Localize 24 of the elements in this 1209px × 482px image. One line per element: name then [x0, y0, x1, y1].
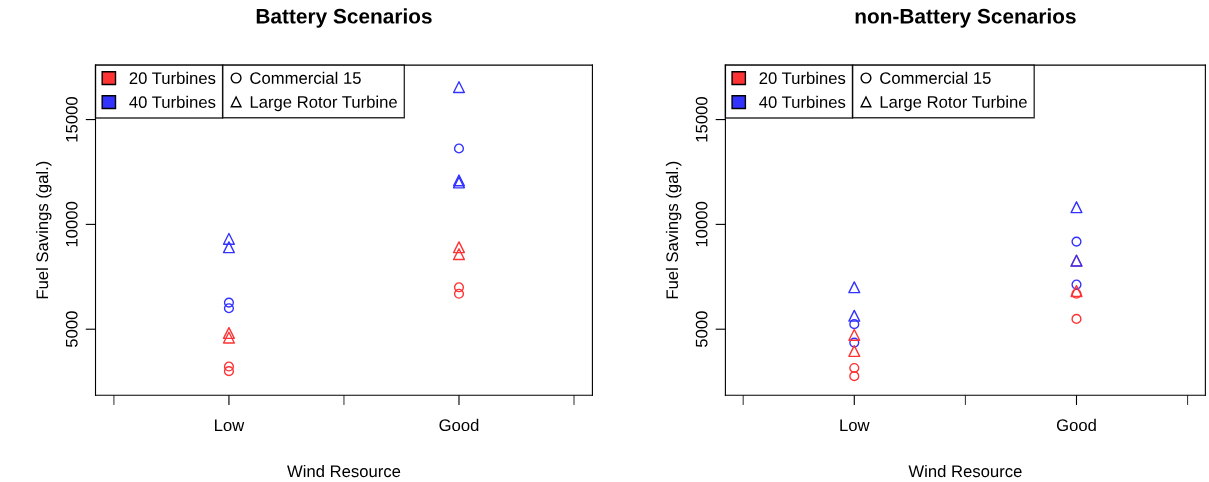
- y-tick-label: 5000: [695, 311, 708, 348]
- annotation: Large Rotor Turbine: [880, 95, 1027, 112]
- annotation: 40 Turbines: [759, 95, 846, 109]
- y-axis-title: Fuel Savings (gal.): [35, 161, 52, 299]
- annotation: Commercial 15: [250, 71, 361, 84]
- annotation: 20 Turbines: [759, 71, 846, 85]
- annotation: 40 Turbines: [129, 95, 216, 109]
- y-axis-title: Fuel Savings (gal.): [665, 161, 682, 299]
- chart-title: non-Battery Scenarios: [855, 8, 1076, 28]
- x-tick-label: Low: [215, 419, 245, 432]
- y-tick-label: 10000: [695, 201, 708, 247]
- x-tick-label: Good: [439, 418, 479, 432]
- x-tick-label: Low: [840, 419, 870, 432]
- chart-title: Battery Scenarios: [256, 8, 432, 28]
- annotation: Large Rotor Turbine: [250, 95, 397, 112]
- y-tick-label: 15000: [65, 97, 78, 142]
- y-tick-label: 15000: [695, 97, 708, 142]
- x-axis-title: Wind Resource: [287, 464, 401, 478]
- y-tick-label: 5000: [65, 311, 78, 348]
- annotation: 20 Turbines: [129, 71, 216, 85]
- y-tick-label: 10000: [65, 201, 78, 247]
- x-axis-title: Wind Resource: [908, 464, 1022, 478]
- annotation: Commercial 15: [880, 71, 991, 84]
- x-tick-label: Good: [1056, 418, 1096, 432]
